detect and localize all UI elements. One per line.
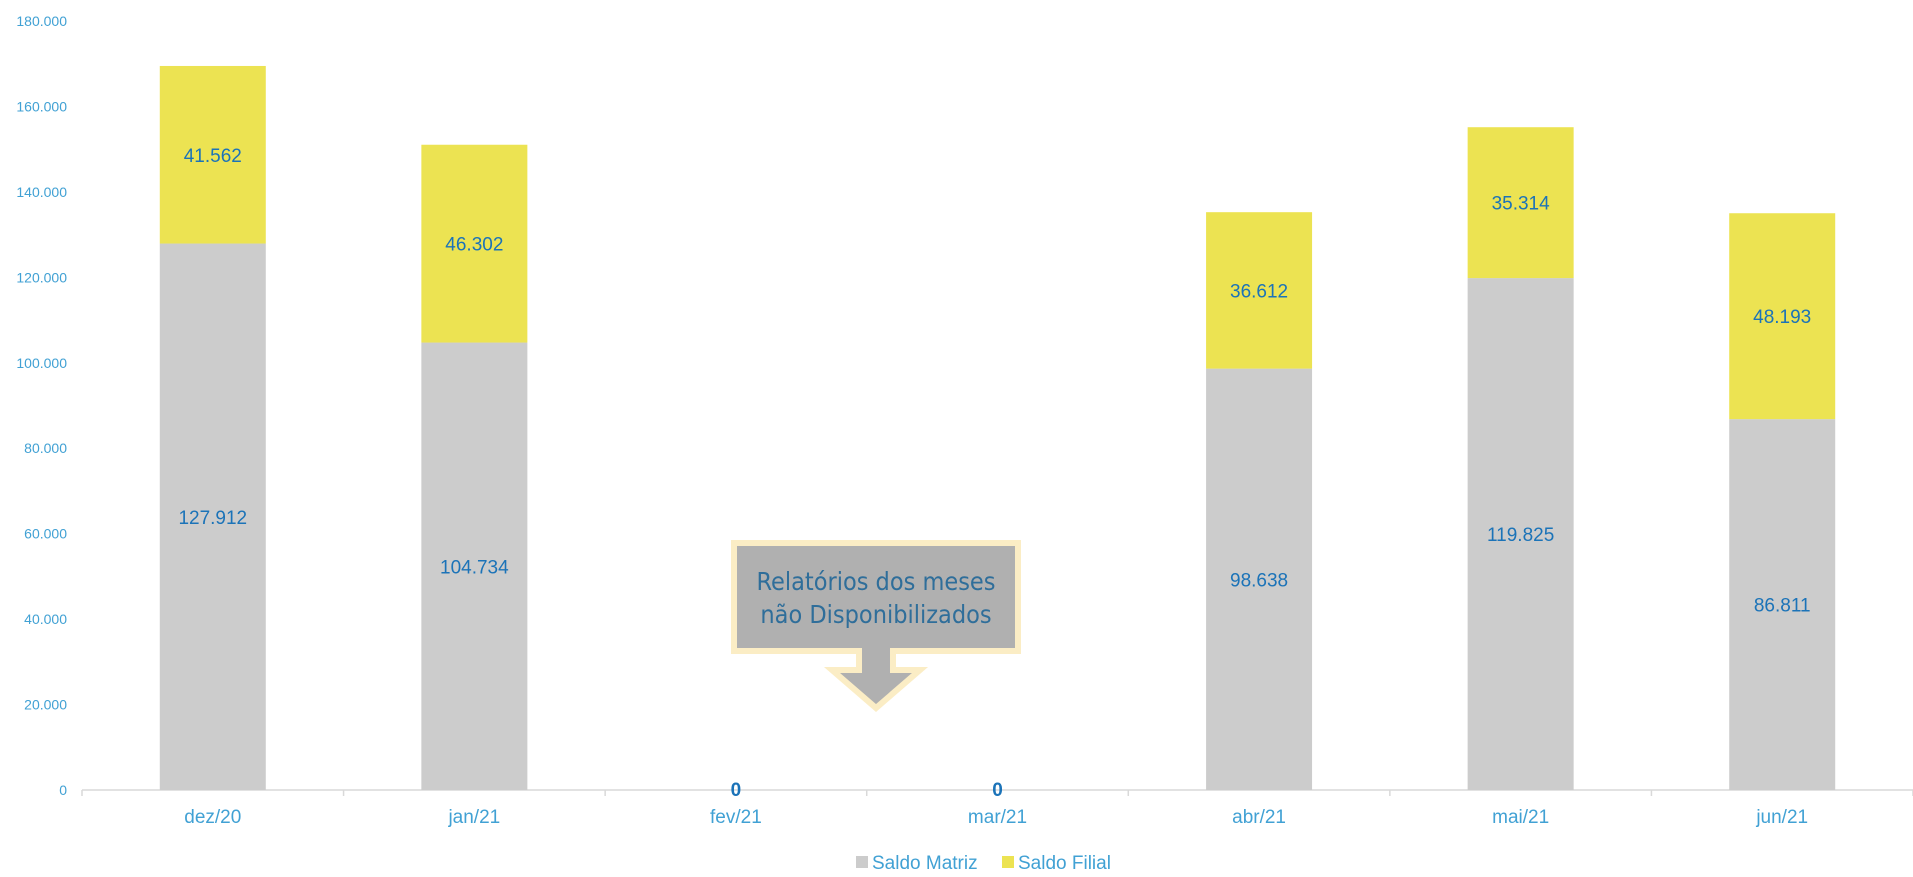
data-label-zero: 0 xyxy=(731,780,742,801)
legend-label: Saldo Matriz xyxy=(872,853,978,872)
bar-saldo-matriz xyxy=(421,342,528,790)
bar-saldo-matriz xyxy=(1467,278,1574,790)
y-tick-label: 60.000 xyxy=(24,526,67,542)
x-tick-label: mar/21 xyxy=(968,807,1027,828)
annotation-callout: Relatórios dos meses não Disponibilizados xyxy=(731,540,1021,712)
y-tick-label: 100.000 xyxy=(16,355,67,371)
x-tick-label: jun/21 xyxy=(1755,807,1808,828)
bars xyxy=(159,65,1836,791)
x-tick-label: dez/20 xyxy=(184,807,241,828)
x-axis: dez/20 jan/21 fev/21 mar/21 abr/21 mai/21 jun/… xyxy=(81,789,1913,828)
legend-swatch xyxy=(856,856,868,868)
y-tick-label: 0 xyxy=(59,782,67,798)
x-tick-label: fev/21 xyxy=(710,807,762,828)
y-tick-label: 140.000 xyxy=(16,184,67,200)
bar-saldo-filial xyxy=(421,144,528,343)
x-tick-label: mai/21 xyxy=(1492,807,1549,828)
legend: Saldo Matriz Saldo Filial xyxy=(856,853,1111,874)
data-label-saldo-matriz: 104.734 xyxy=(440,557,509,578)
bar-saldo-filial xyxy=(1206,212,1313,369)
y-tick-label: 120.000 xyxy=(16,269,67,285)
data-label-saldo-filial: 46.302 xyxy=(445,235,503,256)
data-label-saldo-matriz: 119.825 xyxy=(1487,525,1554,546)
data-label-saldo-filial: 41.562 xyxy=(184,146,242,167)
x-tick-label: abr/21 xyxy=(1232,807,1286,828)
bar-saldo-matriz xyxy=(1206,368,1313,790)
y-tick-label: 40.000 xyxy=(24,611,67,627)
data-label-zero: 0 xyxy=(992,780,1003,801)
callout-shape xyxy=(731,540,1021,712)
bar-saldo-filial xyxy=(1729,213,1836,420)
data-label-saldo-filial: 35.314 xyxy=(1492,194,1551,215)
bar-saldo-matriz xyxy=(159,243,266,791)
bar-saldo-filial xyxy=(159,65,266,244)
data-label-saldo-filial: 48.193 xyxy=(1753,307,1811,328)
data-label-saldo-filial: 36.612 xyxy=(1230,281,1288,302)
legend-label: Saldo Filial xyxy=(1018,853,1111,872)
y-tick-label: 180.000 xyxy=(16,13,67,29)
y-tick-label: 20.000 xyxy=(24,697,67,713)
callout-text: não Disponibilizados xyxy=(760,600,991,629)
data-label-saldo-matriz: 127.912 xyxy=(178,508,247,529)
bar-labels: 127.912 41.562 104.734 46.302 0 0 98.638 36.612… xyxy=(178,146,1811,801)
callout-text: Relatórios dos meses xyxy=(757,567,996,596)
y-tick-label: 160.000 xyxy=(16,98,67,114)
y-tick-label: 80.000 xyxy=(24,440,67,456)
bar-saldo-filial xyxy=(1467,127,1574,279)
y-axis: 0 20.000 40.000 60.000 80.000 100.000 120.000 1… xyxy=(16,13,67,798)
data-label-saldo-matriz: 98.638 xyxy=(1230,570,1288,591)
bar-saldo-matriz xyxy=(1729,419,1836,790)
data-label-saldo-matriz: 86.811 xyxy=(1754,596,1811,617)
x-tick-label: jan/21 xyxy=(447,807,500,828)
legend-swatch xyxy=(1002,856,1014,868)
